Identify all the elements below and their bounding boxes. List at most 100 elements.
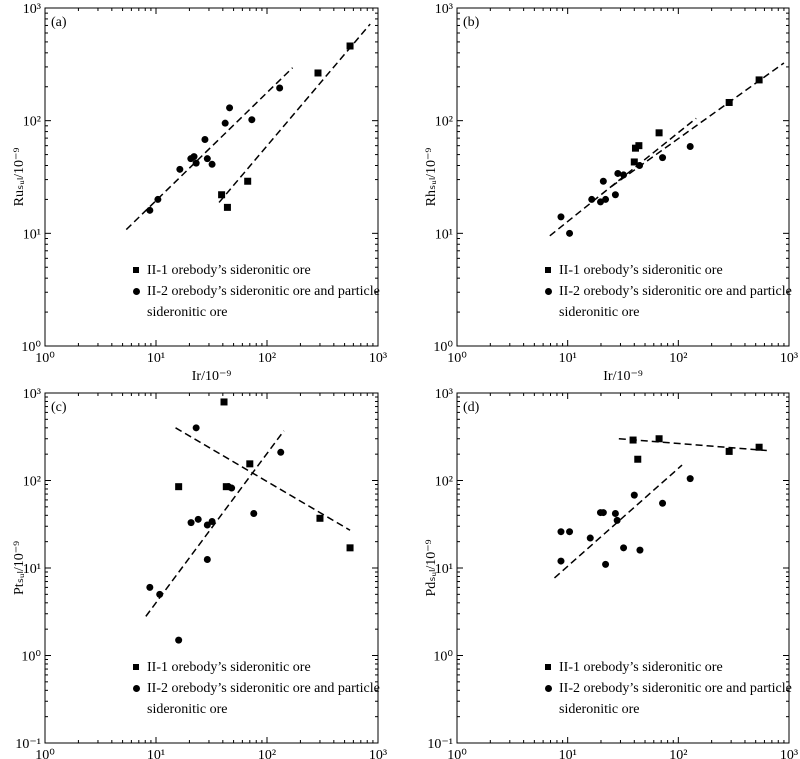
point [631,144,639,152]
point [190,153,198,161]
point [244,177,252,185]
y-tick-label: 10⁻¹ [427,737,453,752]
legend-marker [545,267,551,273]
point [725,98,733,106]
x-tick-label: 10⁰ [35,351,55,366]
legend-marker [133,685,140,692]
legend: II-1 orebody’s sideronitic ore II-2 orebo… [133,260,383,323]
panel-label: (c) [51,400,67,415]
point [228,484,236,492]
point [246,460,254,468]
y-tick-label: 10³ [435,387,453,402]
point [276,84,284,92]
legend-label: II-1 orebody’s sideronitic ore [147,660,311,675]
x-tick-label: 10² [669,351,687,366]
point [599,509,607,517]
point [201,136,209,144]
point [659,499,667,507]
point [630,158,638,166]
point [314,69,322,77]
y-tick-label: 10² [435,475,453,490]
legend: II-1 orebody’s sideronitic ore II-2 orebo… [545,657,795,720]
point [194,515,202,523]
point [277,448,285,456]
legend-label: II-1 orebody’s sideronitic ore [147,263,311,278]
y-tick-label: 10² [23,115,41,130]
y-tick-label: 10⁻¹ [15,737,41,752]
point [629,436,637,444]
legend-label: II-2 orebody’s sideronitic ore and parti… [559,681,792,717]
point [613,516,621,524]
x-tick-label: 10² [258,748,276,759]
x-tick-label: 10⁰ [35,748,55,759]
legend-marker [545,288,552,295]
legend-label: II-2 orebody’s sideronitic ore and parti… [147,681,380,717]
panel-label: (d) [463,400,480,415]
point [586,534,594,542]
point [611,191,619,199]
legend-entry: II-2 orebody’s sideronitic ore and parti… [133,281,383,323]
x-tick-label: 10¹ [147,748,165,759]
fit-line [553,464,683,579]
plot-frame [456,7,790,347]
y-axis-label: Ruₛᵤₗ/10⁻⁹ [12,148,27,207]
legend: II-1 orebody’s sideronitic ore II-2 orebo… [545,260,795,323]
point [686,142,694,150]
point [203,556,211,564]
point [557,557,565,565]
legend-marker [133,288,140,295]
point [218,191,226,199]
point [557,528,565,536]
fit-line [125,67,294,231]
x-tick-label: 10¹ [559,748,577,759]
point [566,229,574,237]
point [187,519,195,527]
legend: II-1 orebody’s sideronitic ore II-2 orebo… [133,657,383,720]
point [557,213,565,221]
legend-marker [545,664,551,670]
fit-line [218,23,371,203]
legend-label: II-2 orebody’s sideronitic ore and parti… [147,284,380,320]
panel-label: (b) [463,15,480,30]
point [146,583,154,591]
fit-line [618,438,767,452]
point [566,528,574,536]
y-tick-label: 10⁰ [433,650,453,665]
y-tick-label: 10⁰ [433,340,453,355]
point [154,195,162,203]
point [655,129,663,137]
point [316,514,324,522]
x-axis-label: Ir/10⁻⁹ [603,369,643,384]
y-tick-label: 10¹ [435,227,453,242]
point [146,206,154,214]
y-tick-label: 10³ [23,387,41,402]
point [250,509,258,517]
legend-marker [133,267,139,273]
x-tick-label: 10³ [780,748,798,759]
y-tick-label: 10² [435,115,453,130]
point [599,177,607,185]
y-tick-label: 10⁰ [21,340,41,355]
legend-entry: II-1 orebody’s sideronitic ore [545,657,795,678]
point [175,636,183,644]
plot-frame [44,7,379,347]
point [248,116,256,124]
point [602,560,610,568]
point [630,491,638,499]
legend-label: II-1 orebody’s sideronitic ore [559,660,723,675]
x-tick-label: 10² [258,351,276,366]
point [208,160,216,168]
y-tick-label: 10¹ [435,562,453,577]
point [176,165,184,173]
legend-entry: II-1 orebody’s sideronitic ore [133,260,383,281]
point [755,76,763,84]
x-tick-label: 10⁰ [447,748,467,759]
legend-entry: II-2 orebody’s sideronitic ore and parti… [545,281,795,323]
y-tick-label: 10³ [435,2,453,17]
point [602,195,610,203]
y-tick-label: 10¹ [23,562,41,577]
point [192,159,200,167]
point [156,590,164,598]
x-tick-label: 10¹ [147,351,165,366]
